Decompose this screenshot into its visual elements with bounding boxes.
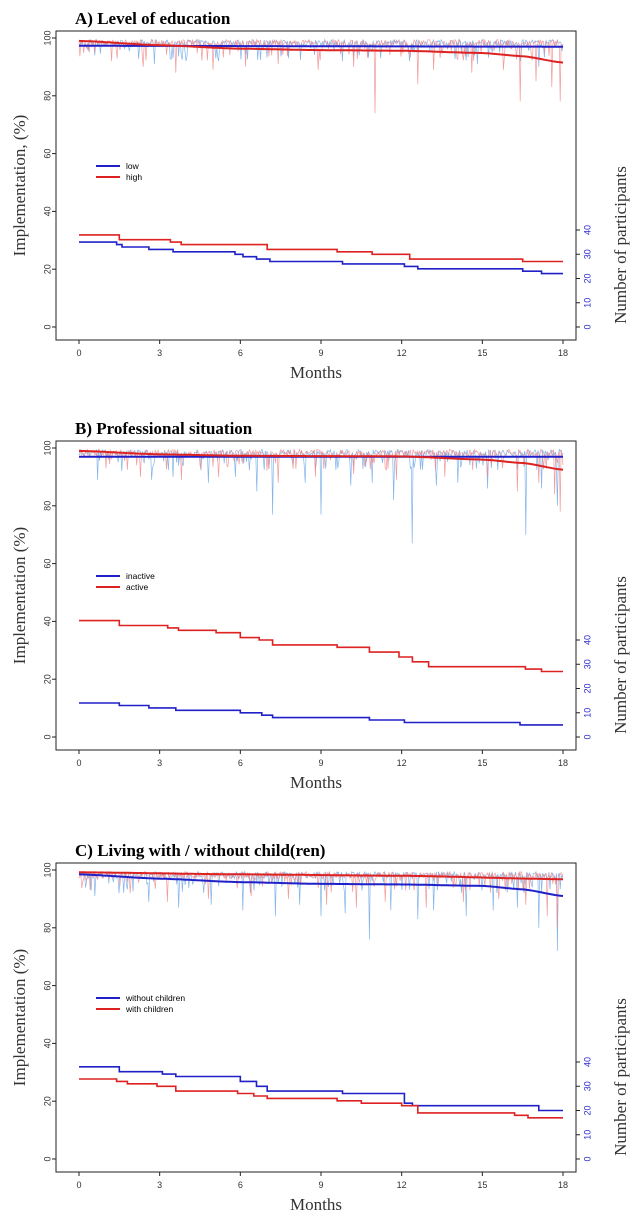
plot-frame bbox=[55, 30, 577, 341]
y-tick-label: 100 bbox=[42, 862, 52, 877]
x-axis-label: Months bbox=[290, 1195, 342, 1211]
legend-label: with children bbox=[125, 1004, 174, 1014]
x-tick-label: 3 bbox=[157, 758, 162, 768]
y-tick-label: 20 bbox=[42, 674, 52, 684]
series-inactive-daily-trace bbox=[78, 448, 564, 544]
y-tick-label: 40 bbox=[42, 206, 52, 216]
y-tick-label: 20 bbox=[42, 1096, 52, 1106]
x-tick-label: 6 bbox=[238, 1180, 243, 1190]
x-tick-label: 3 bbox=[157, 348, 162, 358]
x-tick-label: 0 bbox=[76, 1180, 81, 1190]
x-tick-label: 9 bbox=[318, 758, 323, 768]
series-low-trend-line bbox=[79, 44, 563, 48]
series-active-trend-line bbox=[78, 449, 564, 471]
y2-tick-label: 20 bbox=[582, 273, 592, 283]
y-tick-label: 0 bbox=[42, 1156, 52, 1161]
series-low-participants-line bbox=[79, 241, 563, 275]
x-tick-label: 15 bbox=[477, 1180, 487, 1190]
x-tick-label: 12 bbox=[397, 348, 407, 358]
y2-tick-label: 30 bbox=[582, 1081, 592, 1091]
x-tick-label: 15 bbox=[477, 348, 487, 358]
legend-label: low bbox=[126, 161, 140, 171]
legend-label: without children bbox=[125, 993, 185, 1003]
y-axis-label: Implementation (%) bbox=[10, 949, 29, 1086]
y2-tick-label: 30 bbox=[582, 249, 592, 259]
y-tick-label: 100 bbox=[42, 440, 52, 455]
y2-axis-label: Number of participants bbox=[611, 166, 630, 324]
y-tick-label: 80 bbox=[42, 923, 52, 933]
panel-title: C) Living with / without child(ren) bbox=[75, 841, 325, 860]
legend-label: inactive bbox=[126, 571, 155, 581]
y2-tick-label: 20 bbox=[582, 683, 592, 693]
y2-tick-label: 10 bbox=[582, 708, 592, 718]
series-with-children-daily-trace bbox=[78, 870, 564, 928]
x-axis-label: Months bbox=[290, 773, 342, 792]
y-tick-label: 40 bbox=[42, 1038, 52, 1048]
y2-axis-label: Number of participants bbox=[611, 576, 630, 734]
x-tick-label: 12 bbox=[397, 758, 407, 768]
y2-tick-label: 40 bbox=[582, 635, 592, 645]
y2-tick-label: 10 bbox=[582, 1130, 592, 1140]
x-tick-label: 9 bbox=[318, 1180, 323, 1190]
y2-axis-label: Number of participants bbox=[611, 998, 630, 1156]
y2-tick-label: 40 bbox=[582, 1057, 592, 1067]
panel-title: B) Professional situation bbox=[75, 419, 253, 438]
y-tick-label: 60 bbox=[42, 149, 52, 159]
y-tick-label: 60 bbox=[42, 559, 52, 569]
plot-frame bbox=[55, 440, 577, 751]
x-tick-label: 15 bbox=[477, 758, 487, 768]
series-without-children-trend-line bbox=[78, 873, 564, 897]
x-tick-label: 12 bbox=[397, 1180, 407, 1190]
y-axis-label: Implementation, (%) bbox=[10, 115, 29, 257]
series-with-children-trend-line bbox=[79, 871, 563, 881]
x-tick-label: 6 bbox=[238, 348, 243, 358]
series-without-children-participants-line bbox=[79, 1066, 563, 1112]
series-with-children-participants-line bbox=[79, 1078, 563, 1119]
series-high-trend-line bbox=[78, 39, 564, 64]
x-tick-label: 9 bbox=[318, 348, 323, 358]
panel-3: C) Living with / without child(ren) 0 20 40… bbox=[10, 841, 630, 1214]
x-tick-label: 0 bbox=[76, 348, 81, 358]
y2-tick-label: 40 bbox=[582, 225, 592, 235]
x-tick-label: 3 bbox=[157, 1180, 162, 1190]
x-tick-label: 0 bbox=[76, 758, 81, 768]
y-tick-label: 60 bbox=[42, 981, 52, 991]
x-tick-label: 18 bbox=[558, 348, 568, 358]
y-tick-label: 0 bbox=[42, 734, 52, 739]
x-axis-label: Months bbox=[290, 363, 342, 382]
series-inactive-participants-line bbox=[79, 702, 563, 726]
x-tick-label: 18 bbox=[558, 758, 568, 768]
y2-tick-label: 10 bbox=[582, 298, 592, 308]
legend-label: active bbox=[126, 582, 148, 592]
plot-frame bbox=[55, 862, 577, 1173]
y-tick-label: 80 bbox=[42, 91, 52, 101]
x-tick-label: 18 bbox=[558, 1180, 568, 1190]
y-tick-label: 100 bbox=[42, 30, 52, 45]
y-axis-label: Implementation (%) bbox=[10, 527, 29, 664]
legend-label: high bbox=[126, 172, 142, 182]
y2-tick-label: 30 bbox=[582, 659, 592, 669]
y-tick-label: 0 bbox=[42, 324, 52, 329]
y-tick-label: 80 bbox=[42, 501, 52, 511]
y2-tick-label: 0 bbox=[582, 324, 592, 329]
x-tick-label: 6 bbox=[238, 758, 243, 768]
panel-title: A) Level of education bbox=[75, 9, 231, 28]
y2-tick-label: 0 bbox=[582, 1156, 592, 1161]
y-tick-label: 20 bbox=[42, 264, 52, 274]
series-high-participants-line bbox=[79, 234, 563, 263]
y2-tick-label: 0 bbox=[582, 734, 592, 739]
series-active-participants-line bbox=[79, 619, 563, 673]
y2-tick-label: 20 bbox=[582, 1105, 592, 1115]
y-tick-label: 40 bbox=[42, 616, 52, 626]
